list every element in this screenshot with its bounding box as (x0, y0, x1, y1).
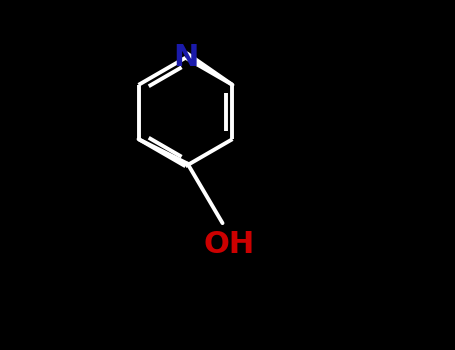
Text: N: N (173, 43, 198, 72)
Text: OH: OH (204, 230, 255, 259)
